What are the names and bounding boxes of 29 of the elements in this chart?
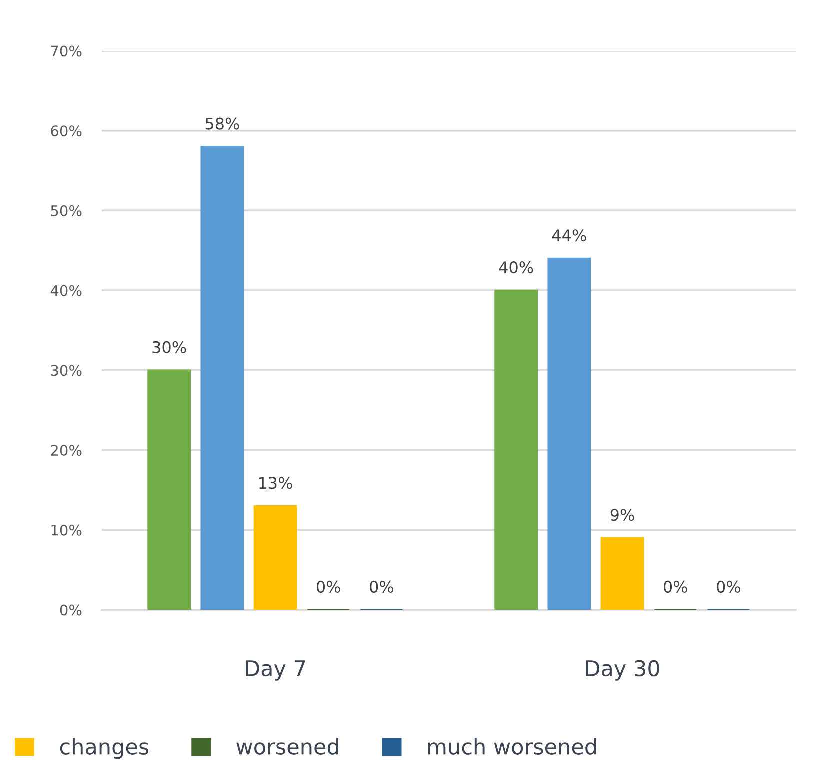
bar [494,290,538,610]
legend-label: changes [60,738,149,760]
y-tick-label: 40% [50,285,82,296]
data-label: 58% [206,118,240,130]
data-label: 13% [260,477,292,490]
data-label: 44% [552,230,586,242]
data-label: 0% [717,580,740,594]
y-tick-label: 50% [51,205,82,216]
y-tick-label: 10% [52,524,82,536]
legend-label: worsened [236,738,338,755]
data-label: 0% [316,580,340,594]
bar [548,258,592,610]
bar [600,537,644,610]
data-label: 40% [499,262,534,274]
x-tick-label: Day 7 [246,660,306,681]
x-tick-label: Day 30 [586,660,660,681]
y-tick-label: 70% [51,46,82,57]
legend-label: much worsened [428,738,596,755]
y-tick-label: 20% [51,445,82,456]
bar [200,146,244,610]
data-label: 0% [664,580,688,594]
y-tick-label: 60% [51,126,82,137]
y-tick-label: 0% [60,604,82,616]
data-label: 9% [610,509,634,522]
y-tick-label: 30% [51,365,82,376]
data-label: 0% [370,580,394,594]
data-label: 30% [152,341,186,354]
bar [254,505,298,610]
bar [148,370,192,610]
